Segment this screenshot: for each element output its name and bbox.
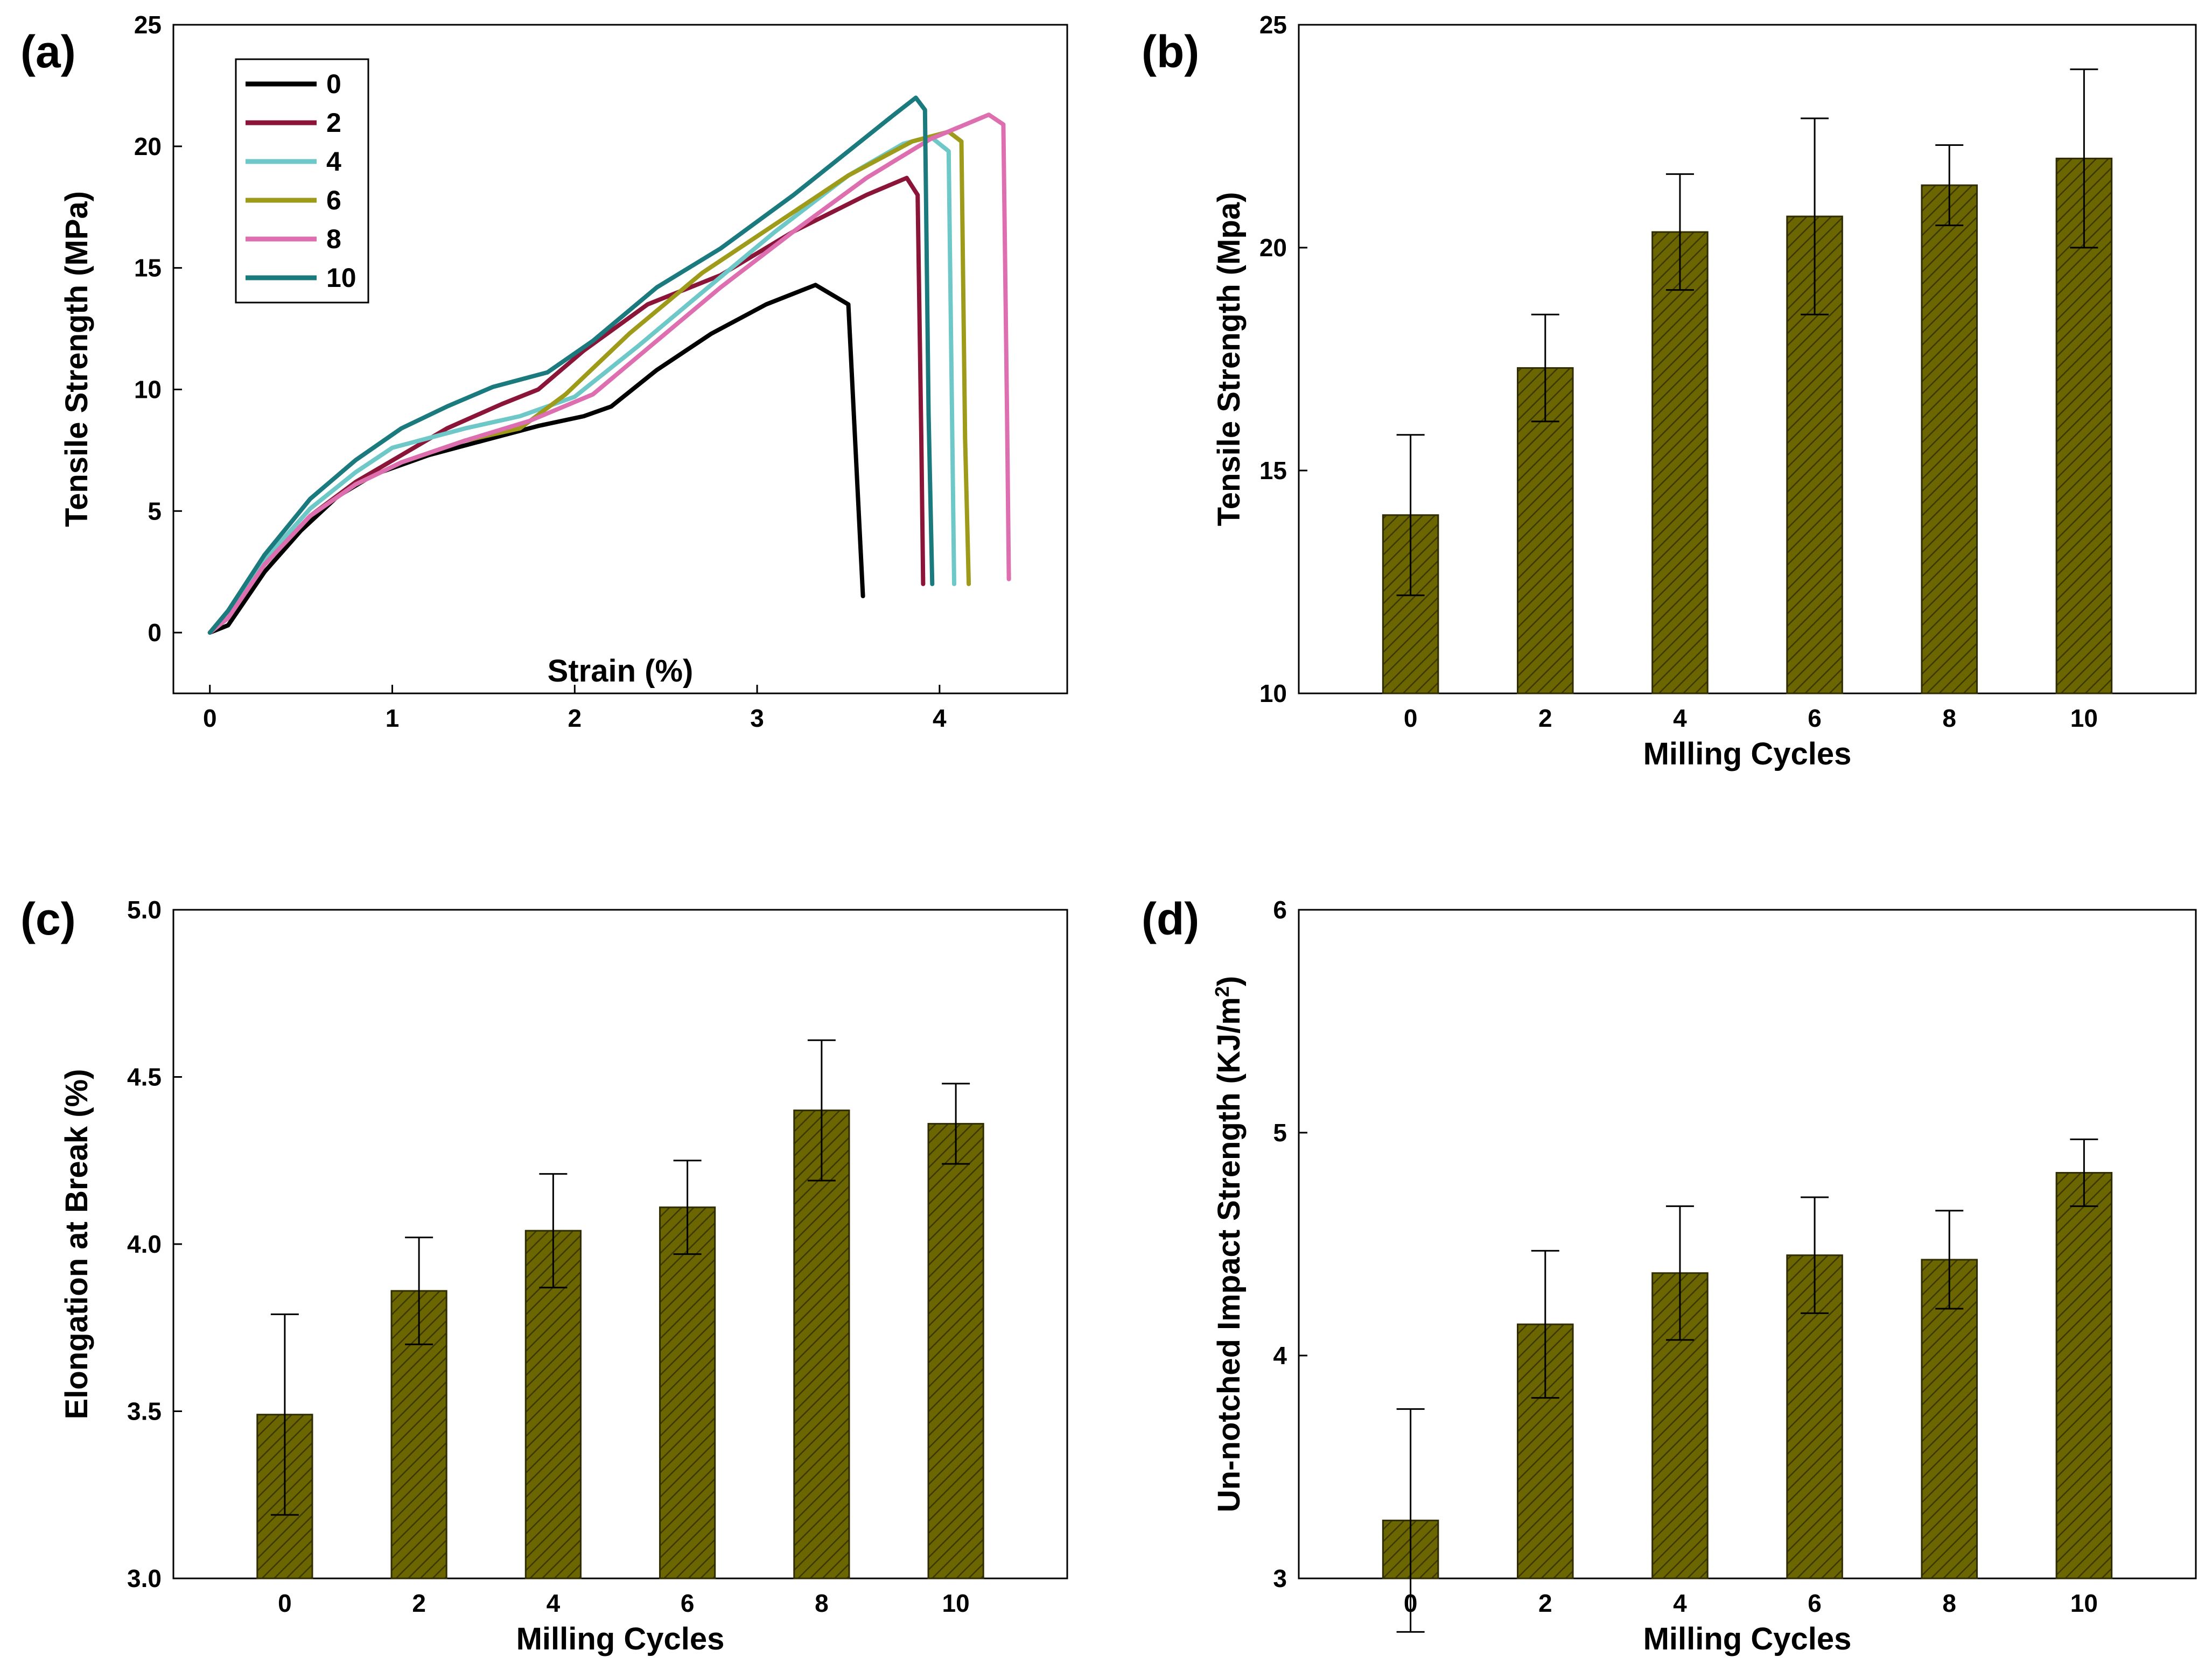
x-tick-label: 2 bbox=[568, 704, 582, 732]
bar-4 bbox=[1651, 231, 1709, 694]
panel-c-label: (c) bbox=[20, 894, 76, 944]
bar-8 bbox=[1921, 184, 1978, 694]
panel-d-label: (d) bbox=[1142, 894, 1199, 944]
bar-10 bbox=[2055, 1172, 2113, 1579]
y-tick-label: 4.0 bbox=[127, 1230, 162, 1258]
legend-label-0: 0 bbox=[326, 69, 341, 99]
y-tick-label: 4.5 bbox=[127, 1063, 162, 1091]
panel-d-x-axis-title: Milling Cycles bbox=[1643, 1621, 1852, 1656]
y-tick-label: 15 bbox=[134, 254, 162, 282]
legend-label-10: 10 bbox=[326, 263, 356, 293]
x-tick-label: 0 bbox=[203, 704, 217, 732]
x-tick-label: 6 bbox=[681, 1589, 695, 1617]
x-tick-label: 8 bbox=[1942, 704, 1956, 732]
panel-a-frame bbox=[172, 24, 1068, 694]
x-tick-label: 4 bbox=[933, 704, 947, 732]
x-tick-label: 2 bbox=[1538, 1589, 1552, 1617]
panel-d-y-axis-title: Un-notched Impact Strength (KJ/m2) bbox=[1211, 976, 1247, 1512]
legend-label-8: 8 bbox=[326, 224, 341, 254]
x-tick-label: 8 bbox=[1942, 1589, 1956, 1617]
x-tick-label: 0 bbox=[1404, 704, 1418, 732]
x-tick-label: 1 bbox=[386, 704, 400, 732]
x-tick-label: 2 bbox=[412, 1589, 426, 1617]
y-tick-label: 25 bbox=[1259, 11, 1287, 39]
y-tick-label: 3 bbox=[1273, 1564, 1287, 1592]
panel-a-legend: 0 2 4 6 8 10 bbox=[235, 58, 369, 304]
series-line-10 bbox=[207, 95, 935, 635]
y-tick-label: 20 bbox=[1259, 234, 1287, 262]
legend-label-2: 2 bbox=[326, 108, 341, 138]
y-tick-label: 3.0 bbox=[127, 1564, 162, 1592]
legend-box bbox=[235, 58, 369, 304]
y-tick-label: 20 bbox=[134, 132, 162, 160]
bar-10 bbox=[927, 1122, 984, 1579]
y-tick-label: 0 bbox=[148, 619, 162, 647]
y-tick-label: 5.0 bbox=[127, 896, 162, 924]
legend-label-4: 4 bbox=[326, 146, 341, 177]
y-tick-label: 10 bbox=[1259, 679, 1287, 707]
panel-b-x-axis-title: Milling Cycles bbox=[1643, 736, 1852, 771]
x-tick-label: 10 bbox=[2070, 1589, 2098, 1617]
x-tick-label: 8 bbox=[815, 1589, 829, 1617]
series-line-8 bbox=[207, 113, 1011, 635]
panel-a-x-axis-title: Strain (%) bbox=[548, 654, 694, 689]
panel-c-elongation-bars: (c) 3.0 3.5 4.0 4.5 5.0 0 2 4 6 8 10 Milling Cycle… bbox=[20, 894, 1068, 1656]
panel-b-tensile-strength-bars: (b) 10 15 20 25 0 2 4 6 8 10 Milling Cycles Tensi… bbox=[1142, 11, 2197, 771]
y-tick-label: 6 bbox=[1273, 896, 1287, 924]
bar-6 bbox=[659, 1206, 716, 1579]
legend-label-6: 6 bbox=[326, 185, 341, 215]
x-tick-label: 3 bbox=[750, 704, 764, 732]
x-tick-label: 10 bbox=[2070, 704, 2098, 732]
y-tick-label: 3.5 bbox=[127, 1398, 162, 1426]
x-tick-label: 6 bbox=[1808, 704, 1822, 732]
x-tick-label: 4 bbox=[1673, 1589, 1687, 1617]
x-tick-label: 6 bbox=[1808, 1589, 1822, 1617]
bar-4 bbox=[524, 1230, 582, 1579]
bar-8 bbox=[1921, 1259, 1978, 1579]
y-tick-label: 5 bbox=[148, 497, 162, 525]
panel-c-x-axis-title: Milling Cycles bbox=[516, 1621, 725, 1656]
panel-b-label: (b) bbox=[1142, 26, 1199, 77]
panel-c-y-axis-title: Elongation at Break (%) bbox=[59, 1069, 94, 1420]
panel-b-frame bbox=[1298, 24, 2197, 694]
panel-a-y-axis-title: Tensile Strength (MPa) bbox=[59, 191, 94, 527]
x-tick-label: 4 bbox=[547, 1589, 561, 1617]
x-tick-label: 4 bbox=[1673, 704, 1687, 732]
series-line-0 bbox=[207, 283, 865, 635]
panel-a-label: (a) bbox=[20, 26, 76, 77]
panel-d-frame bbox=[1298, 909, 2197, 1579]
y-tick-label: 15 bbox=[1259, 457, 1287, 485]
y-tick-label: 10 bbox=[134, 375, 162, 403]
x-tick-label: 0 bbox=[278, 1589, 292, 1617]
y-tick-label: 5 bbox=[1273, 1119, 1287, 1147]
x-tick-label: 10 bbox=[942, 1589, 970, 1617]
y-tick-label: 4 bbox=[1273, 1342, 1287, 1370]
y-tick-label: 25 bbox=[134, 11, 162, 39]
bar-6 bbox=[1786, 215, 1843, 694]
x-tick-label: 2 bbox=[1538, 704, 1552, 732]
panel-b-y-axis-title: Tensile Strength (Mpa) bbox=[1212, 192, 1247, 526]
bar-8 bbox=[793, 1110, 850, 1579]
panel-a-tensile-curves: (a) 0 5 10 15 20 25 0 1 2 3 4 0 2 4 6 8 10 Strain (%) T… bbox=[20, 11, 1068, 732]
